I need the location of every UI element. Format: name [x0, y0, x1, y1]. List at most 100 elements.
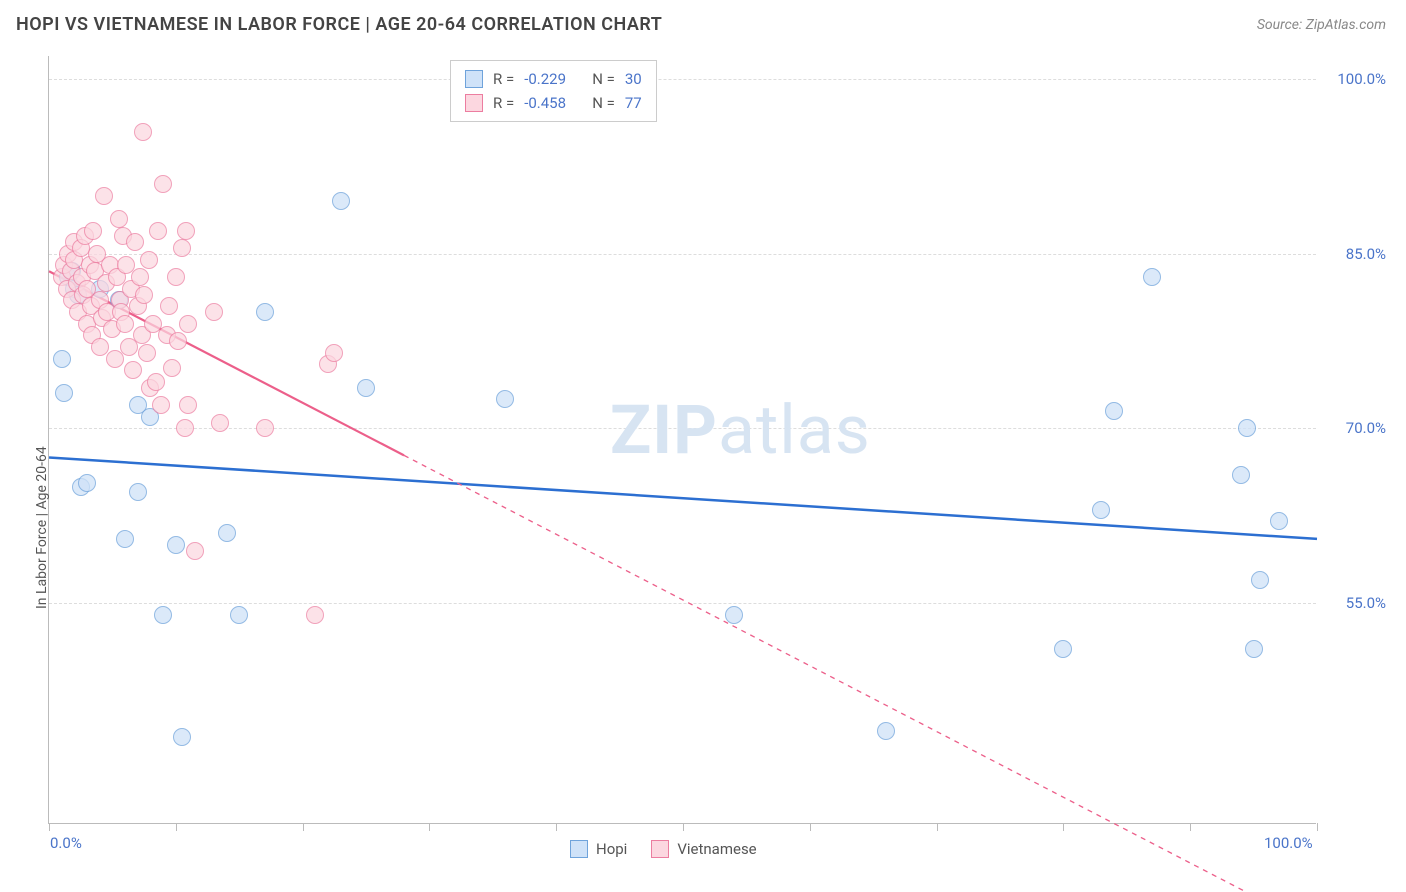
chart-source: Source: ZipAtlas.com — [1257, 17, 1386, 33]
legend-item: Vietnamese — [651, 840, 756, 858]
x-tick — [937, 823, 938, 831]
data-point — [1054, 640, 1072, 658]
data-point — [116, 530, 134, 548]
data-point — [95, 187, 113, 205]
y-tick-label: 100.0% — [1326, 70, 1386, 88]
data-point — [1143, 268, 1161, 286]
x-tick — [810, 823, 811, 831]
y-tick-label: 55.0% — [1326, 594, 1386, 612]
data-point — [1232, 466, 1250, 484]
data-point — [256, 303, 274, 321]
n-value: 30 — [625, 67, 642, 91]
data-point — [230, 606, 248, 624]
data-point — [173, 239, 191, 257]
legend-label: Vietnamese — [677, 840, 756, 858]
n-label: N = — [592, 67, 615, 91]
data-point — [149, 222, 167, 240]
chart-title: HOPI VS VIETNAMESE IN LABOR FORCE | AGE … — [16, 14, 662, 35]
data-point — [124, 361, 142, 379]
series-legend: Hopi Vietnamese — [570, 840, 757, 858]
data-point — [1238, 419, 1256, 437]
data-point — [1245, 640, 1263, 658]
data-point — [186, 542, 204, 560]
legend-swatch — [465, 94, 483, 112]
y-axis-label: In Labor Force | Age 20-64 — [34, 446, 50, 609]
r-value: -0.458 — [524, 91, 582, 115]
data-point — [176, 419, 194, 437]
x-tick — [303, 823, 304, 831]
plot-area: 55.0%70.0%85.0%100.0% — [48, 56, 1316, 824]
x-tick — [176, 823, 177, 831]
x-tick — [1317, 823, 1318, 831]
data-point — [134, 123, 152, 141]
x-tick — [429, 823, 430, 831]
data-point — [129, 483, 147, 501]
gridline — [49, 603, 1316, 604]
data-point — [179, 315, 197, 333]
data-point — [332, 192, 350, 210]
data-point — [218, 524, 236, 542]
x-tick — [1190, 823, 1191, 831]
y-tick-label: 70.0% — [1326, 419, 1386, 437]
data-point — [1105, 402, 1123, 420]
trend-lines — [49, 56, 1317, 824]
data-point — [53, 350, 71, 368]
data-point — [55, 384, 73, 402]
r-label: R = — [493, 67, 514, 91]
legend-row: R = -0.229 N = 30 — [465, 67, 642, 91]
data-point — [306, 606, 324, 624]
data-point — [1092, 501, 1110, 519]
data-point — [163, 359, 181, 377]
data-point — [173, 728, 191, 746]
data-point — [78, 474, 96, 492]
x-axis-max-label: 100.0% — [1264, 834, 1313, 852]
data-point — [256, 419, 274, 437]
legend-swatch — [570, 840, 588, 858]
data-point — [177, 222, 195, 240]
data-point — [91, 338, 109, 356]
data-point — [211, 414, 229, 432]
data-point — [154, 175, 172, 193]
data-point — [205, 303, 223, 321]
x-tick — [556, 823, 557, 831]
correlation-legend: R = -0.229 N = 30 R = -0.458 N = 77 — [450, 60, 657, 122]
data-point — [1270, 512, 1288, 530]
data-point — [877, 722, 895, 740]
data-point — [152, 396, 170, 414]
data-point — [725, 606, 743, 624]
data-point — [84, 222, 102, 240]
chart-header: HOPI VS VIETNAMESE IN LABOR FORCE | AGE … — [0, 0, 1406, 45]
gridline — [49, 428, 1316, 429]
legend-swatch — [465, 70, 483, 88]
x-axis-min-label: 0.0% — [50, 834, 82, 852]
data-point — [110, 210, 128, 228]
n-value: 77 — [625, 91, 642, 115]
r-label: R = — [493, 91, 514, 115]
data-point — [126, 233, 144, 251]
legend-row: R = -0.458 N = 77 — [465, 91, 642, 115]
gridline — [49, 254, 1316, 255]
data-point — [179, 396, 197, 414]
data-point — [1251, 571, 1269, 589]
data-point — [147, 373, 165, 391]
n-label: N = — [592, 91, 615, 115]
data-point — [138, 344, 156, 362]
x-tick — [1063, 823, 1064, 831]
data-point — [135, 286, 153, 304]
legend-swatch — [651, 840, 669, 858]
y-tick-label: 85.0% — [1326, 245, 1386, 263]
data-point — [140, 251, 158, 269]
x-tick — [49, 823, 50, 831]
legend-item: Hopi — [570, 840, 627, 858]
data-point — [154, 606, 172, 624]
gridline — [49, 79, 1316, 80]
data-point — [167, 268, 185, 286]
x-tick — [683, 823, 684, 831]
data-point — [131, 268, 149, 286]
data-point — [496, 390, 514, 408]
r-value: -0.229 — [524, 67, 582, 91]
data-point — [167, 536, 185, 554]
data-point — [116, 315, 134, 333]
legend-label: Hopi — [596, 840, 627, 858]
data-point — [160, 297, 178, 315]
